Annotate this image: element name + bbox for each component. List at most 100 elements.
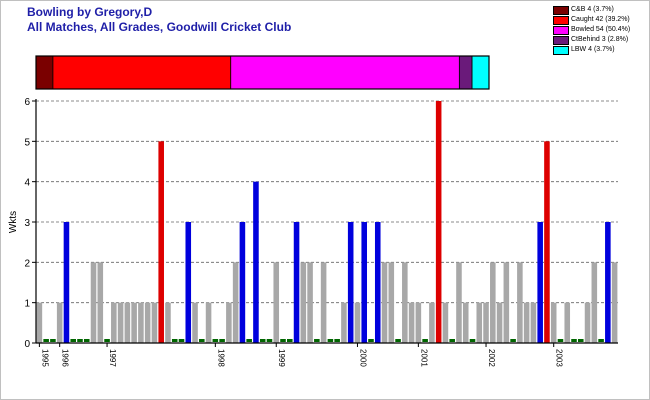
- bar-zero-36: [280, 339, 286, 342]
- stack-segment-caught: [52, 55, 232, 90]
- bar-59: [435, 101, 442, 343]
- chart-title: Bowling by Gregory,D: [27, 5, 153, 19]
- bar-76: [550, 302, 557, 343]
- bar-zero-49: [368, 339, 374, 342]
- bar-63: [462, 302, 469, 343]
- bar-zero-10: [104, 339, 110, 342]
- bar-78: [564, 302, 571, 343]
- bar-84: [605, 222, 611, 343]
- bar-zero-80: [577, 339, 584, 342]
- bar-56: [415, 302, 422, 343]
- legend-label-caught: Caught 42 (39.2%): [571, 16, 630, 23]
- x-tick-label-2002: 2002: [487, 349, 496, 367]
- bar-29: [232, 262, 239, 343]
- bar-58: [429, 302, 435, 343]
- chart-subtitle: All Matches, All Grades, Goodwill Cricke…: [27, 20, 292, 34]
- bar-zero-41: [314, 339, 320, 342]
- legend-swatch-ctbehind: [553, 36, 569, 45]
- legend-swatch-bowled: [553, 26, 569, 35]
- bar-zero-2: [50, 339, 56, 342]
- y-tick-label-3: 3: [24, 218, 30, 229]
- stack-segment-bowled: [230, 55, 460, 90]
- bar-zero-26: [212, 339, 219, 342]
- bar-67: [490, 262, 496, 343]
- y-tick-label-2: 2: [24, 258, 30, 269]
- bar-82: [591, 262, 598, 343]
- bar-60: [442, 302, 449, 343]
- bar-75: [544, 141, 550, 343]
- x-tick-label-1999: 1999: [277, 349, 286, 367]
- bar-35: [273, 262, 280, 343]
- stack-outline: [35, 55, 490, 90]
- bar-zero-31: [246, 339, 252, 342]
- bar-zero-77: [557, 339, 564, 342]
- bar-50: [374, 222, 381, 343]
- bar-32: [253, 181, 259, 343]
- bar-zero-57: [422, 339, 428, 342]
- bar-zero-24: [199, 339, 205, 342]
- bar-30: [239, 222, 246, 343]
- bar-17: [151, 302, 158, 343]
- bar-55: [408, 302, 415, 343]
- bar-3: [56, 302, 63, 343]
- bar-40: [307, 262, 313, 343]
- legend-label-bowled: Bowled 54 (50.4%): [571, 26, 631, 33]
- bar-zero-7: [83, 339, 90, 342]
- bar-39: [300, 262, 307, 343]
- bar-45: [341, 302, 347, 343]
- bar-14: [131, 302, 137, 343]
- bar-54: [402, 262, 408, 343]
- x-tick-label-1995: 1995: [40, 349, 49, 367]
- bar-0: [36, 302, 43, 343]
- y-tick-label-5: 5: [24, 137, 30, 148]
- y-tick-label-1: 1: [24, 299, 30, 310]
- legend-swatch-lbw: [553, 46, 569, 55]
- bar-zero-6: [77, 339, 83, 342]
- bar-zero-21: [178, 339, 185, 342]
- x-tick-label-1996: 1996: [61, 349, 70, 367]
- bar-4: [63, 222, 70, 343]
- bar-74: [537, 222, 543, 343]
- y-tick-label-0: 0: [24, 339, 30, 350]
- bar-13: [124, 302, 131, 343]
- bar-15: [138, 302, 144, 343]
- stack-segment-cb: [35, 55, 54, 90]
- bar-18: [158, 141, 164, 343]
- stack-segment-lbw: [471, 55, 490, 90]
- bar-66: [483, 302, 489, 343]
- bar-9: [97, 262, 104, 343]
- bar-zero-53: [395, 339, 401, 342]
- bar-69: [503, 262, 510, 343]
- bar-85: [611, 262, 618, 343]
- bar-46: [347, 222, 354, 343]
- bar-71: [517, 262, 523, 343]
- bar-zero-79: [571, 339, 577, 342]
- bar-zero-20: [171, 339, 178, 342]
- x-tick-label-2000: 2000: [358, 349, 367, 367]
- bar-zero-70: [510, 339, 516, 342]
- bar-11: [111, 302, 117, 343]
- x-tick-label-2001: 2001: [419, 349, 428, 367]
- bar-8: [90, 262, 97, 343]
- legend-label-ctbehind: CtBehind 3 (2.8%): [571, 36, 629, 43]
- bar-19: [165, 302, 171, 343]
- bar-68: [496, 302, 503, 343]
- bar-62: [456, 262, 462, 343]
- bar-81: [584, 302, 591, 343]
- y-axis-label: Wkts: [8, 211, 19, 233]
- bar-zero-34: [266, 339, 273, 342]
- y-tick-label-4: 4: [24, 178, 30, 189]
- bar-zero-37: [286, 339, 293, 342]
- bar-28: [226, 302, 232, 343]
- bar-zero-1: [43, 339, 49, 342]
- bar-zero-83: [598, 339, 604, 342]
- x-tick-label-2003: 2003: [555, 349, 564, 367]
- bar-38: [293, 222, 300, 343]
- bar-72: [523, 302, 530, 343]
- x-tick-label-1998: 1998: [216, 349, 225, 367]
- x-tick-label-1997: 1997: [108, 349, 117, 367]
- bar-47: [354, 302, 361, 343]
- legend-swatch-cb: [553, 6, 569, 15]
- bar-zero-5: [70, 339, 77, 342]
